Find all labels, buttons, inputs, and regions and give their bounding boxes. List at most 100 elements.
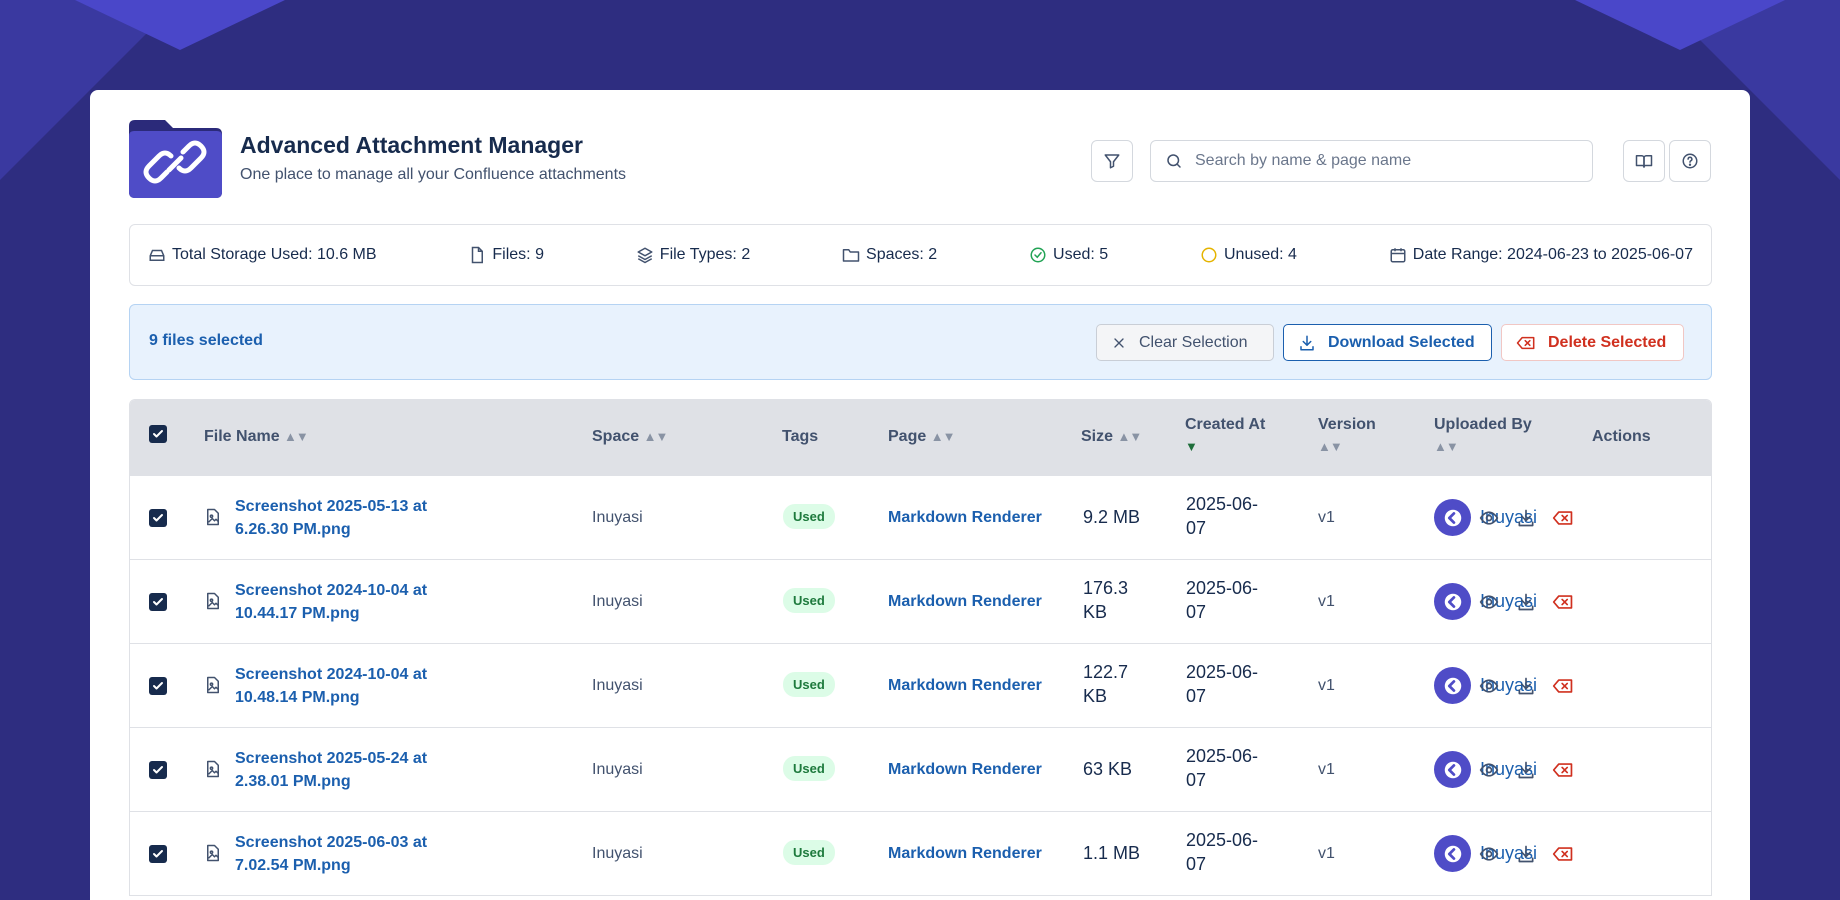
delete-selected-label: Delete Selected (1548, 333, 1667, 351)
download-icon[interactable] (1516, 592, 1536, 612)
delete-icon[interactable] (1552, 676, 1574, 696)
avatar (1434, 835, 1471, 872)
select-all-checkbox[interactable] (149, 425, 167, 443)
view-icon[interactable] (1479, 676, 1499, 696)
view-icon[interactable] (1479, 592, 1499, 612)
version: v1 (1318, 761, 1335, 778)
column-tags: Tags (782, 428, 819, 445)
table-row: Screenshot 2025-05-24 at 2.38.01 PM.png I… (130, 727, 1711, 811)
file-size-line1: 9.2 MB (1083, 507, 1141, 527)
column-file-name[interactable]: File Name ▲▼ (204, 426, 309, 448)
page-link[interactable]: Markdown Renderer (888, 509, 1042, 526)
view-icon[interactable] (1479, 844, 1499, 864)
table-row: Screenshot 2025-05-13 at 6.26.30 PM.png I… (130, 475, 1711, 559)
row-checkbox[interactable] (149, 677, 167, 695)
background-decoration (75, 0, 285, 50)
file-name-link[interactable]: Screenshot 2025-05-24 at 2.38.01 PM.png (235, 747, 465, 793)
check-icon (153, 598, 163, 606)
file-name-line2: 2.38.01 PM.png (235, 773, 351, 790)
space-name: Inuyasi (592, 677, 643, 694)
book-icon (1635, 155, 1653, 168)
column-created-at[interactable]: Created At ▼ (1185, 414, 1265, 458)
page-link[interactable]: Markdown Renderer (888, 677, 1042, 694)
column-page[interactable]: Page ▲▼ (888, 426, 955, 448)
folder-icon (842, 249, 860, 262)
view-icon[interactable] (1479, 760, 1499, 780)
stat-unused-text: Unused: 4 (1224, 246, 1297, 263)
version: v1 (1318, 593, 1335, 610)
delete-icon[interactable] (1552, 508, 1574, 528)
created-date-line2: 07 (1186, 518, 1207, 538)
file-name-link[interactable]: Screenshot 2024-10-04 at 10.48.14 PM.png (235, 663, 465, 709)
row-checkbox[interactable] (149, 761, 167, 779)
file-name-line1: Screenshot 2024-10-04 at (235, 582, 428, 599)
download-selected-label: Download Selected (1328, 333, 1475, 351)
search-box[interactable] (1150, 140, 1593, 182)
delete-icon[interactable] (1552, 844, 1574, 864)
column-space-label: Space (592, 428, 640, 445)
search-input[interactable] (1195, 152, 1575, 170)
image-file-icon (207, 508, 219, 526)
space-name: Inuyasi (592, 509, 643, 526)
stat-date-range-text: Date Range: 2024-06-23 to 2025-06-07 (1412, 246, 1693, 263)
check-icon (153, 430, 163, 438)
file-name-line2: 6.26.30 PM.png (235, 521, 351, 538)
file-name-link[interactable]: Screenshot 2025-05-13 at 6.26.30 PM.png (235, 495, 465, 541)
filter-button[interactable] (1091, 140, 1133, 182)
column-space[interactable]: Space ▲▼ (592, 426, 668, 448)
main-card: Advanced Attachment Manager One place to… (90, 90, 1750, 900)
help-button[interactable] (1669, 140, 1711, 182)
selection-count: 9 files selected (149, 332, 263, 349)
row-checkbox[interactable] (149, 593, 167, 611)
delete-icon[interactable] (1552, 760, 1574, 780)
file-size: 176.3 KB (1083, 576, 1128, 624)
file-name-link[interactable]: Screenshot 2025-06-03 at 7.02.54 PM.png (235, 831, 465, 877)
image-file-icon (207, 844, 219, 862)
file-size: 1.1 MB (1083, 841, 1140, 865)
space-name: Inuyasi (592, 845, 643, 862)
layers-icon (637, 247, 653, 264)
column-size-label: Size (1081, 428, 1114, 445)
download-icon[interactable] (1516, 760, 1536, 780)
app-title: Advanced Attachment Manager (240, 132, 583, 158)
file-size: 63 KB (1083, 757, 1132, 781)
column-size[interactable]: Size ▲▼ (1081, 426, 1142, 448)
created-date-line1: 2025-06- (1186, 746, 1259, 766)
download-icon[interactable] (1516, 844, 1536, 864)
download-selected-button[interactable]: Download Selected (1283, 324, 1492, 361)
file-size-line2: KB (1083, 686, 1108, 706)
clear-selection-button[interactable]: Clear Selection (1096, 324, 1274, 361)
image-file-icon (207, 676, 219, 694)
page-link[interactable]: Markdown Renderer (888, 845, 1042, 862)
column-version-label: Version (1318, 416, 1376, 433)
stat-files-text: Files: 9 (492, 246, 544, 263)
view-icon[interactable] (1479, 508, 1499, 528)
status-badge: Used (783, 840, 835, 865)
column-created-at-label: Created At (1185, 416, 1266, 433)
file-name-line1: Screenshot 2025-05-13 at (235, 498, 428, 515)
column-uploaded-by[interactable]: Uploaded By ▲▼ (1434, 414, 1532, 458)
stat-spaces-text: Spaces: 2 (866, 246, 938, 263)
version: v1 (1318, 509, 1335, 526)
page-link[interactable]: Markdown Renderer (888, 593, 1042, 610)
page-link[interactable]: Markdown Renderer (888, 761, 1042, 778)
file-size-line1: 176.3 (1083, 578, 1129, 598)
file-name-link[interactable]: Screenshot 2024-10-04 at 10.44.17 PM.png (235, 579, 465, 625)
delete-selected-button[interactable]: Delete Selected (1501, 324, 1684, 361)
user-avatar-icon (1444, 761, 1461, 778)
header: Advanced Attachment Manager One place to… (129, 120, 1711, 200)
sort-desc-icon: ▼ (1185, 439, 1198, 454)
download-icon[interactable] (1516, 676, 1536, 696)
delete-icon[interactable] (1552, 592, 1574, 612)
row-checkbox[interactable] (149, 509, 167, 527)
column-version[interactable]: Version ▲▼ (1318, 414, 1376, 458)
row-checkbox[interactable] (149, 845, 167, 863)
stat-storage-text: Total Storage Used: 10.6 MB (172, 246, 377, 263)
download-icon (1300, 335, 1314, 350)
docs-button[interactable] (1623, 140, 1665, 182)
sort-icon: ▲▼ (1318, 439, 1343, 454)
stat-unused: Unused: 4 (1200, 246, 1297, 264)
user-avatar-icon (1444, 845, 1461, 862)
download-icon[interactable] (1516, 508, 1536, 528)
sort-icon: ▲▼ (1117, 429, 1142, 444)
